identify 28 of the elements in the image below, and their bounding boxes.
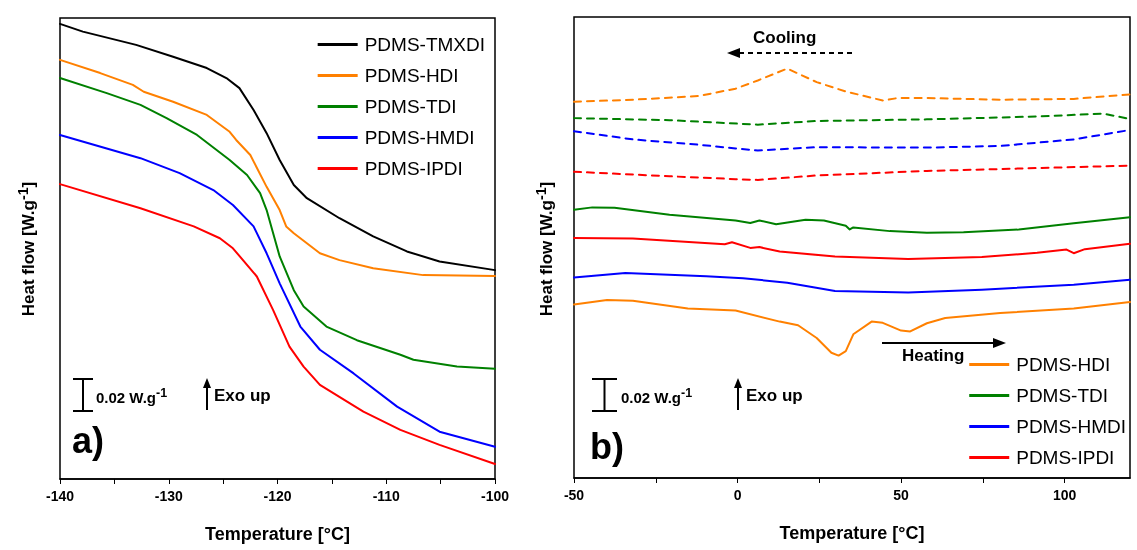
- annotation: 0.02 W.g$^{-1}$: [96, 386, 168, 406]
- x-tick-label: -120: [263, 488, 292, 504]
- x-axis-title: Temperature [°C]: [205, 524, 350, 544]
- legend-label: PDMS-HMDI: [364, 127, 475, 148]
- x-tick-label: -100: [480, 488, 510, 504]
- legend-label: PDMS-HDI: [1016, 354, 1111, 375]
- text: Cooling: [753, 28, 817, 48]
- annotation: Heating: [902, 346, 965, 366]
- legend-label: PDMS-TDI: [1016, 385, 1109, 406]
- x-tick-label: -140: [45, 488, 75, 504]
- annotation: b): [590, 426, 624, 468]
- legend-label: PDMS-TMXDI: [364, 34, 485, 55]
- x-tick-label: -130: [154, 488, 183, 504]
- legend-label: PDMS-IPDI: [364, 158, 463, 179]
- x-tick-label: 100: [1052, 487, 1077, 503]
- annotation: 0.02 W.g$^{-1}$: [621, 386, 693, 406]
- x-tick-label: -110: [372, 488, 401, 504]
- x-tick-label: 0: [733, 487, 742, 503]
- legend-label: PDMS-HMDI: [1016, 416, 1127, 437]
- annotation: Exo up: [214, 386, 271, 406]
- x-tick-label: 50: [893, 487, 910, 503]
- legend-label: PDMS-TDI: [364, 96, 457, 117]
- annotation: a): [72, 420, 105, 462]
- x-axis-title: Temperature [°C]: [779, 523, 925, 543]
- legend-label: PDMS-IPDI: [1016, 447, 1115, 468]
- x-tick-label: -50: [563, 487, 585, 503]
- legend-label: PDMS-HDI: [364, 65, 459, 86]
- annotation: Exo up: [746, 386, 803, 406]
